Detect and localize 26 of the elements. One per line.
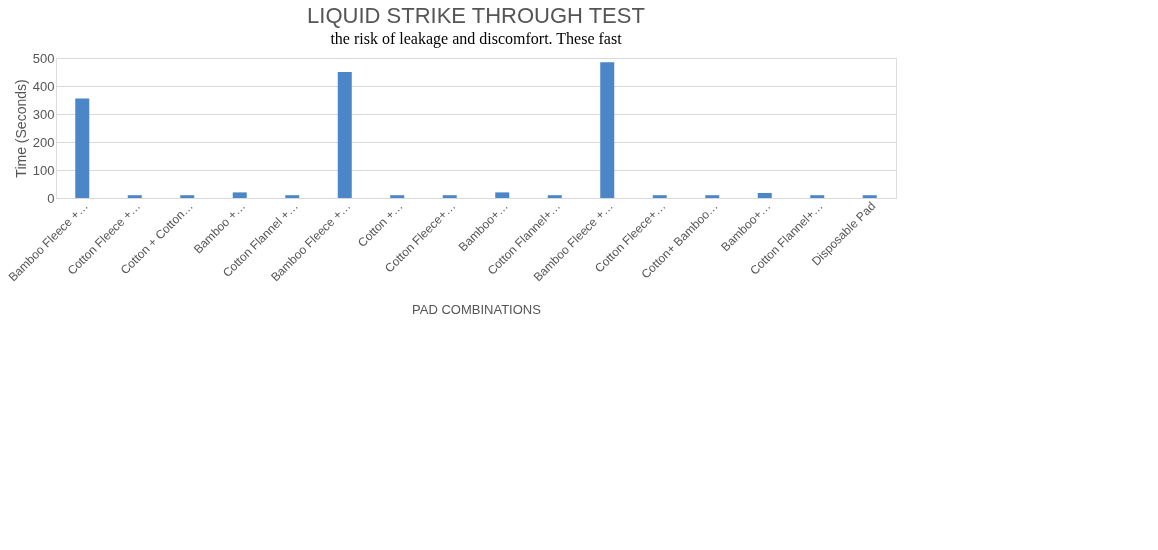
y-tick-label: 400 [32, 78, 55, 94]
bar [495, 192, 510, 198]
bar [547, 195, 562, 198]
x-axis-title: PAD COMBINATIONS [412, 301, 542, 317]
y-tick-label: 100 [32, 162, 55, 178]
y-axis-title: Time (Seconds) [12, 79, 29, 178]
text: the risk of leakage and discomfort. These fast [330, 30, 623, 48]
bar [757, 192, 772, 198]
bar [337, 72, 352, 198]
bar [600, 62, 615, 198]
bar [862, 195, 877, 198]
chart-title: LIQUID STRIKE THROUGH TEST [307, 3, 645, 28]
y-tick-label: 200 [32, 134, 55, 150]
y-tick-label: 500 [32, 50, 55, 66]
bar [390, 195, 405, 198]
y-tick-label: 0 [47, 190, 55, 206]
bar [232, 192, 247, 198]
bar [810, 195, 825, 198]
bar [180, 195, 195, 198]
bar [652, 195, 667, 198]
bar [705, 195, 720, 198]
bar [285, 195, 300, 198]
y-tick-label: 300 [32, 106, 55, 122]
bar [442, 195, 457, 198]
bar [75, 98, 90, 198]
bar [127, 195, 142, 198]
